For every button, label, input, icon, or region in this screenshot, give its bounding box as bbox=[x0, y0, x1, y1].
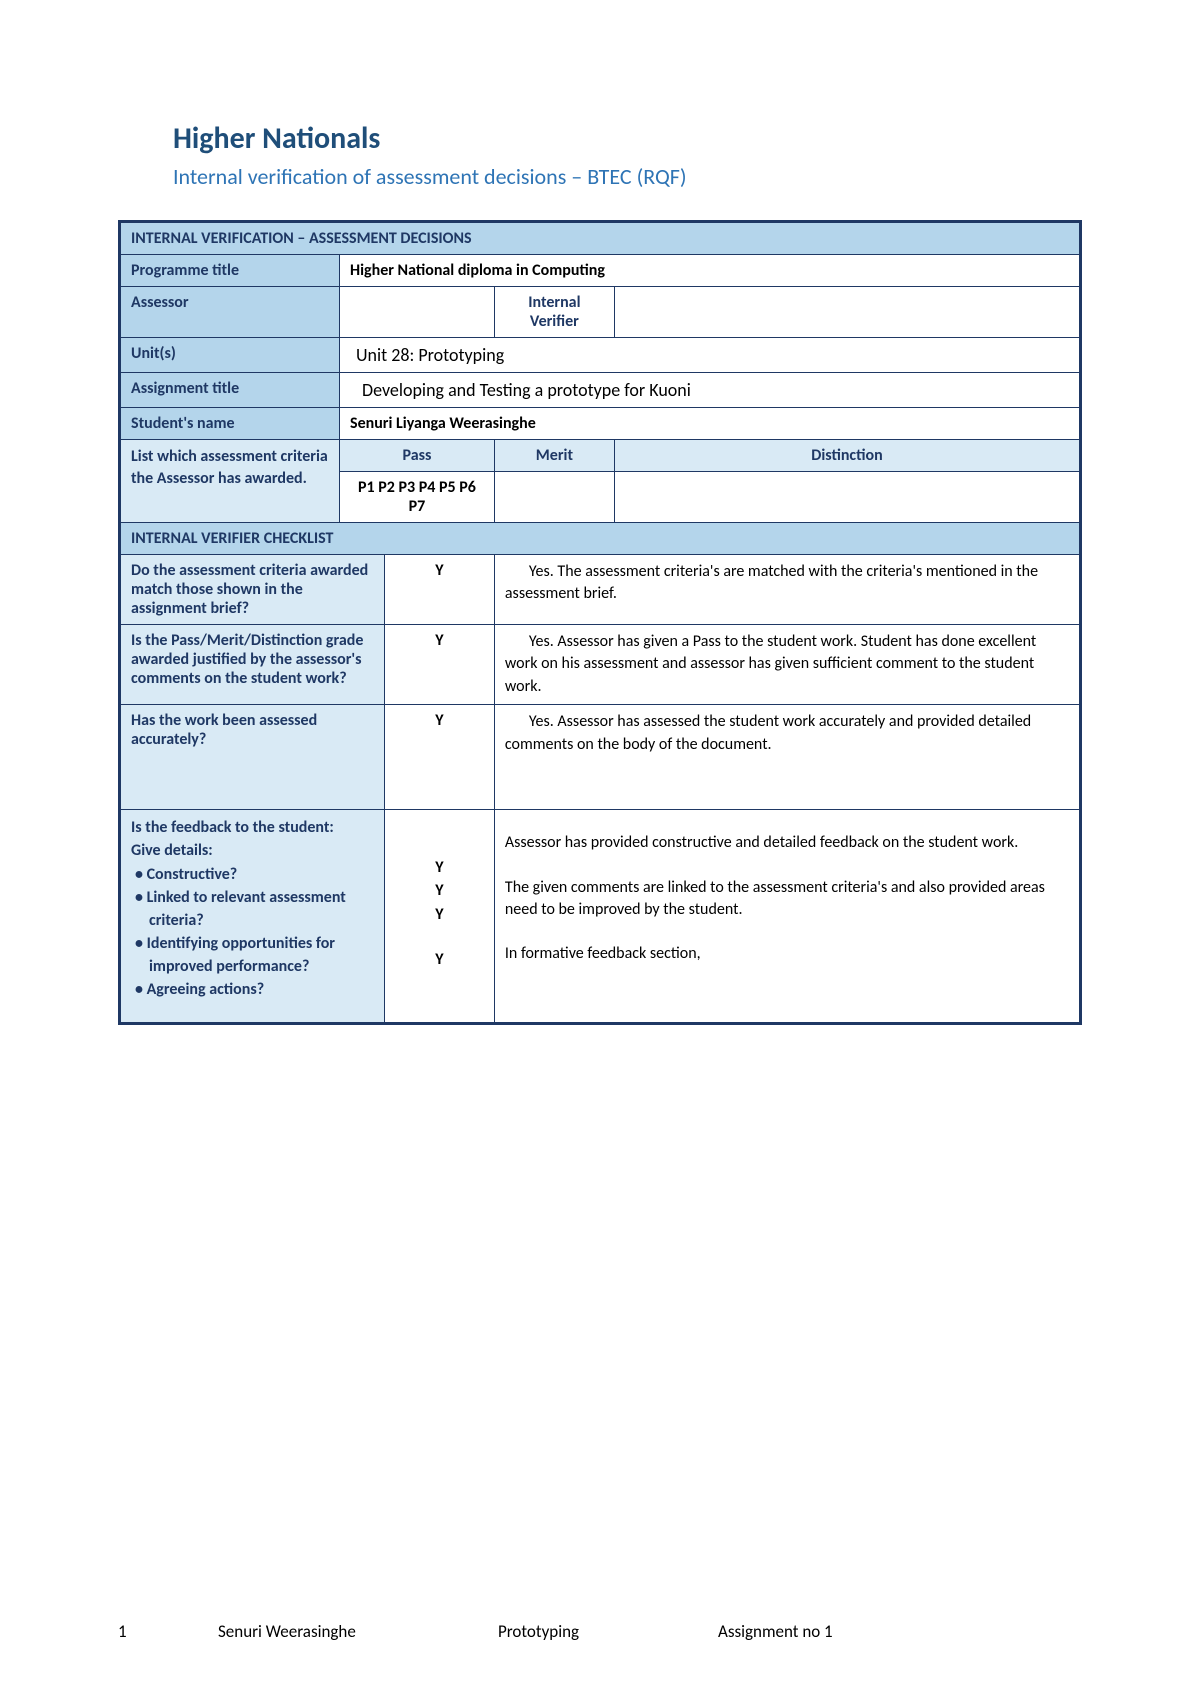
verification-form: INTERNAL VERIFICATION – ASSESSMENT DECIS… bbox=[118, 220, 1082, 1025]
merit-value bbox=[494, 472, 614, 523]
feedback-yn-value: Y bbox=[395, 856, 484, 879]
feedback-bullet: • Constructive? bbox=[131, 863, 374, 886]
feedback-bullet: • Linked to relevant assessment bbox=[131, 886, 374, 909]
distinction-header: Distinction bbox=[614, 440, 1080, 472]
units-label: Unit(s) bbox=[120, 338, 340, 373]
feedback-row: Is the feedback to the student: Give det… bbox=[120, 810, 1081, 1024]
feedback-question: Is the feedback to the student: Give det… bbox=[120, 810, 385, 1024]
feedback-bullet: • Identifying opportunities for bbox=[131, 932, 374, 955]
checklist-comment: Yes. The assessment criteria's are match… bbox=[494, 555, 1080, 625]
pass-value: P1 P2 P3 P4 P5 P6 P7 bbox=[340, 472, 495, 523]
internal-verifier-value bbox=[614, 287, 1080, 338]
feedback-intro: Is the feedback to the student: bbox=[131, 816, 374, 839]
feedback-give: Give details: bbox=[131, 839, 374, 862]
footer-module: Prototyping bbox=[498, 1621, 718, 1642]
feedback-bullet: • Agreeing actions? bbox=[131, 978, 374, 1001]
programme-label: Programme title bbox=[120, 255, 340, 287]
checklist-yn: Y bbox=[384, 625, 494, 705]
assessor-label: Assessor bbox=[120, 287, 340, 338]
programme-value: Higher National diploma in Computing bbox=[340, 255, 1081, 287]
feedback-yn-value bbox=[395, 926, 484, 948]
feedback-comment: Assessor has provided constructive and d… bbox=[494, 810, 1080, 1024]
checklist-banner: INTERNAL VERIFIER CHECKLIST bbox=[120, 523, 1081, 555]
page-footer: 1 Senuri Weerasinghe Prototyping Assignm… bbox=[118, 1621, 1082, 1642]
checklist-yn: Y bbox=[384, 705, 494, 810]
assignment-title-value: Developing and Testing a prototype for K… bbox=[340, 373, 1081, 408]
feedback-comment-p: The given comments are linked to the ass… bbox=[505, 877, 1069, 922]
feedback-bullet: improved performance? bbox=[131, 955, 374, 978]
page-number: 1 bbox=[118, 1621, 218, 1642]
checklist-comment: Yes. Assessor has assessed the student w… bbox=[494, 705, 1080, 810]
feedback-comment-p: In formative feedback section, bbox=[505, 943, 1069, 965]
checklist-row: Do the assessment criteria awarded match… bbox=[120, 555, 1081, 625]
footer-student-name: Senuri Weerasinghe bbox=[218, 1621, 498, 1642]
checklist-row: Is the Pass/Merit/Distinction grade awar… bbox=[120, 625, 1081, 705]
page-title: Higher Nationals bbox=[173, 120, 1082, 157]
section-banner: INTERNAL VERIFICATION – ASSESSMENT DECIS… bbox=[120, 222, 1081, 255]
feedback-comment-p: Assessor has provided constructive and d… bbox=[505, 832, 1069, 854]
feedback-yn-value: Y bbox=[395, 948, 484, 971]
checklist-yn: Y bbox=[384, 555, 494, 625]
checklist-row: Has the work been assessed accurately? Y… bbox=[120, 705, 1081, 810]
feedback-yn: Y Y Y Y bbox=[384, 810, 494, 1024]
page-subtitle: Internal verification of assessment deci… bbox=[173, 163, 1082, 190]
checklist-question: Is the Pass/Merit/Distinction grade awar… bbox=[120, 625, 385, 705]
checklist-question: Do the assessment criteria awarded match… bbox=[120, 555, 385, 625]
criteria-awarded-label: List which assessment criteria the Asses… bbox=[120, 440, 340, 523]
feedback-yn-value: Y bbox=[395, 903, 484, 926]
units-value: Unit 28: Prototyping bbox=[340, 338, 1081, 373]
student-name-label: Student's name bbox=[120, 408, 340, 440]
merit-header: Merit bbox=[494, 440, 614, 472]
pass-header: Pass bbox=[340, 440, 495, 472]
internal-verifier-label: Internal Verifier bbox=[494, 287, 614, 338]
feedback-yn-value: Y bbox=[395, 879, 484, 902]
student-name-value: Senuri Liyanga Weerasinghe bbox=[340, 408, 1081, 440]
checklist-question: Has the work been assessed accurately? bbox=[120, 705, 385, 810]
footer-assignment: Assignment no 1 bbox=[718, 1621, 833, 1642]
checklist-comment: Yes. Assessor has given a Pass to the st… bbox=[494, 625, 1080, 705]
distinction-value bbox=[614, 472, 1080, 523]
feedback-bullet: criteria? bbox=[131, 909, 374, 932]
assignment-title-label: Assignment title bbox=[120, 373, 340, 408]
assessor-value bbox=[340, 287, 495, 338]
